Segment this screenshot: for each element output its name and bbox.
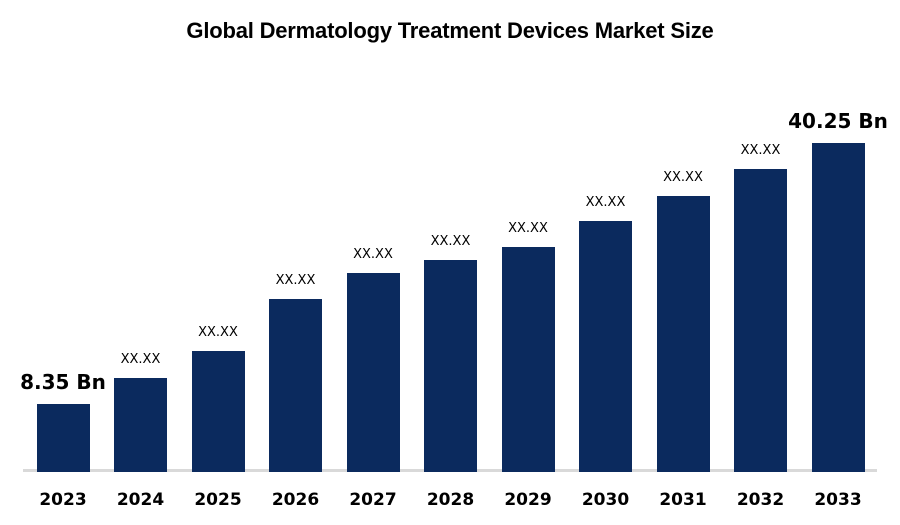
bar-2024 <box>114 378 167 472</box>
bar-2025 <box>191 351 245 472</box>
bar-2032 <box>734 169 787 472</box>
value-label-2027: XX.XX <box>353 246 393 262</box>
value-label-2023: 8.35 Bn <box>20 370 106 394</box>
bar-2030 <box>579 221 632 472</box>
x-axis-label-2023: 2023 <box>39 490 87 510</box>
x-axis-label-2028: 2028 <box>426 490 475 510</box>
bar-2028 <box>424 260 477 472</box>
value-label-2033: 40.25 Bn <box>788 109 888 133</box>
chart-title: Global Dermatology Treatment Devices Mar… <box>186 18 714 43</box>
bar-2023 <box>36 404 90 472</box>
x-axis-label-2025: 2025 <box>194 490 242 510</box>
x-axis-label-2027: 2027 <box>349 490 397 510</box>
value-label-2032: XX.XX <box>740 142 781 158</box>
x-axis-label-2024: 2024 <box>116 490 165 510</box>
x-axis-label-2033: 2033 <box>814 490 862 510</box>
bar-2031 <box>656 196 710 472</box>
value-label-2025: XX.XX <box>198 324 238 340</box>
bar-2026 <box>269 299 322 472</box>
bar-2033 <box>811 143 865 472</box>
value-label-2031: XX.XX <box>663 169 703 185</box>
bar-2029 <box>501 247 555 472</box>
bar-2027 <box>346 273 400 472</box>
value-label-2030: XX.XX <box>585 194 626 210</box>
x-axis-label-2029: 2029 <box>504 490 552 510</box>
value-label-2024: XX.XX <box>120 351 161 367</box>
x-axis-label-2026: 2026 <box>271 490 320 510</box>
value-label-2026: XX.XX <box>275 272 316 288</box>
x-axis-label-2031: 2031 <box>659 490 707 510</box>
x-axis-label-2032: 2032 <box>736 490 785 510</box>
value-label-2028: XX.XX <box>430 233 471 249</box>
value-label-2029: XX.XX <box>508 220 548 236</box>
x-axis-label-2030: 2030 <box>581 490 630 510</box>
